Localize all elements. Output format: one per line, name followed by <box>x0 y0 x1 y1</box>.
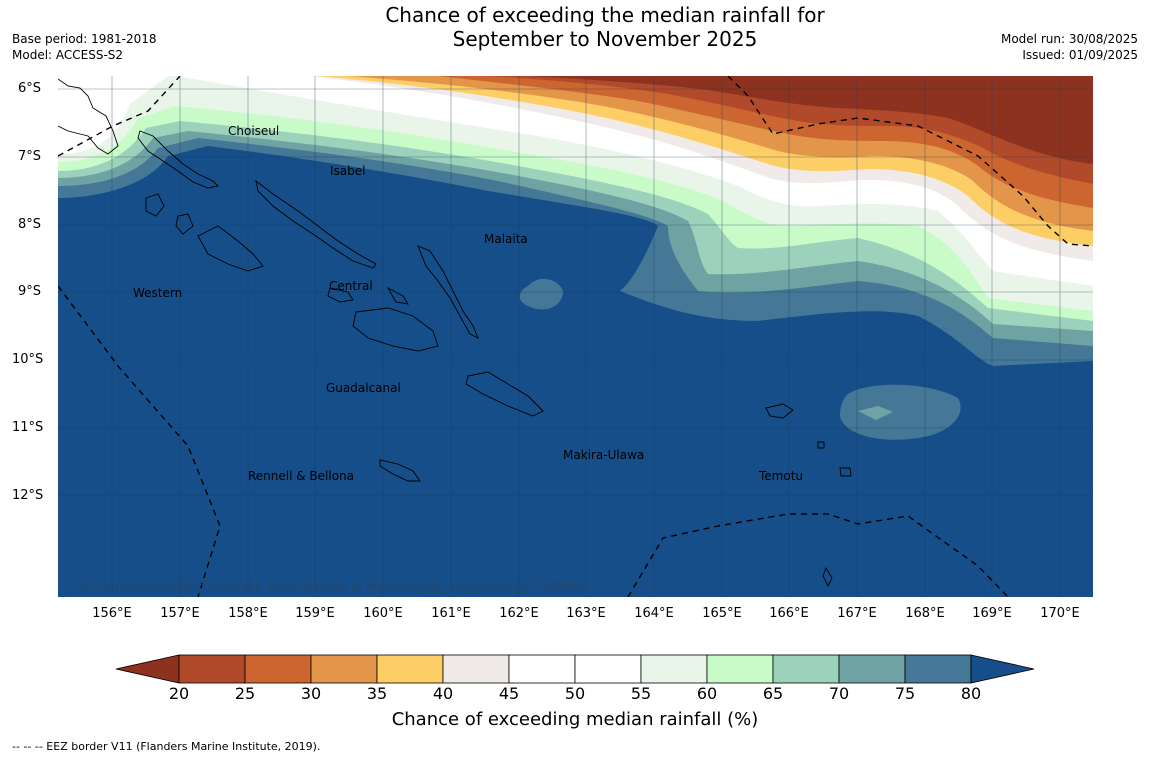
colorbar-swatch <box>442 654 510 684</box>
lon-label: 156°E <box>92 606 132 621</box>
colorbar-tick-label: 45 <box>498 684 520 703</box>
lat-label: 8°S <box>18 217 42 232</box>
map-panel: © Commonwealth of Australia 2025, Bureau… <box>58 76 1093 597</box>
colorbar-tick-label: 70 <box>828 684 850 703</box>
colorbar-tick-label: 25 <box>234 684 256 703</box>
patch-75-80-west <box>519 278 563 310</box>
lon-label: 163°E <box>566 606 606 621</box>
islands <box>58 78 852 588</box>
region-label-choiseul: Choiseul <box>228 124 280 138</box>
lon-label: 169°E <box>972 606 1012 621</box>
colorbar <box>115 654 1035 684</box>
lat-label: 7°S <box>18 149 42 164</box>
colorbar-extend-low <box>115 654 180 684</box>
map-title: Chance of exceeding the median rainfall … <box>340 3 870 51</box>
lat-label: 9°S <box>18 284 42 299</box>
lon-label: 158°E <box>228 606 268 621</box>
lon-label: 165°E <box>702 606 742 621</box>
colorbar-swatch <box>904 654 972 684</box>
colorbar-label: Chance of exceeding median rainfall (%) <box>391 709 759 730</box>
colorbar-tick-label: 60 <box>696 684 718 703</box>
region-label-isabel: Isabel <box>330 164 366 178</box>
colorbar-tick-label: 65 <box>762 684 784 703</box>
lon-label: 170°E <box>1040 606 1080 621</box>
colorbar-tick-label: 80 <box>960 684 982 703</box>
region-label-makira-ulawa: Makira-Ulawa <box>563 448 645 462</box>
colorbar-swatch <box>508 654 576 684</box>
lon-label: 167°E <box>837 606 877 621</box>
colorbar-extend-high <box>970 654 1035 684</box>
colorbar-tick-label: 20 <box>168 684 190 703</box>
lat-label: 10°S <box>12 352 44 367</box>
colorbar-tick-label: 35 <box>366 684 388 703</box>
colorbar-tick-label: 30 <box>300 684 322 703</box>
colorbar-swatch <box>244 654 312 684</box>
colorbar-swatch <box>838 654 906 684</box>
lon-label: 168°E <box>905 606 945 621</box>
colorbar-swatch <box>178 654 246 684</box>
colorbar-swatch <box>772 654 840 684</box>
lon-label: 160°E <box>363 606 403 621</box>
lon-label: 161°E <box>431 606 471 621</box>
colorbar-swatch <box>574 654 642 684</box>
colorbar-tick-label: 40 <box>432 684 454 703</box>
region-label-rennell-bellona: Rennell & Bellona <box>248 469 355 483</box>
lon-label: 159°E <box>295 606 335 621</box>
colorbar-swatch <box>706 654 774 684</box>
region-label-western: Western <box>133 286 183 300</box>
title-line-1: Chance of exceeding the median rainfall … <box>385 3 825 27</box>
eez-border <box>58 76 1093 597</box>
region-label-central: Central <box>329 279 373 293</box>
colorbar-swatch <box>376 654 444 684</box>
lon-label: 166°E <box>769 606 809 621</box>
colorbar-tick-label: 50 <box>564 684 586 703</box>
model-run: Model run: 30/08/2025 <box>1000 32 1138 46</box>
graticule <box>58 76 1093 597</box>
eez-footnote: -- -- -- EEZ border V11 (Flanders Marine… <box>12 740 321 753</box>
colorbar-tick-label: 55 <box>630 684 652 703</box>
region-label-malaita: Malaita <box>484 232 528 246</box>
colorbar-swatch <box>640 654 708 684</box>
region-label-temotu: Temotu <box>759 469 804 483</box>
colorbar-tick-label: 75 <box>894 684 916 703</box>
lat-label: 11°S <box>12 420 44 435</box>
region-label-guadalcanal: Guadalcanal <box>326 381 401 395</box>
patch-75-80-east <box>840 384 961 440</box>
metadata-right: Model run: 30/08/2025 Issued: 01/09/2025 <box>1001 31 1138 63</box>
lon-label: 157°E <box>160 606 200 621</box>
band-below-20 <box>528 76 1093 164</box>
metadata-left: Base period: 1981-2018 Model: ACCESS-S2 <box>12 31 157 63</box>
title-line-2: September to November 2025 <box>452 27 758 51</box>
lat-label: 6°S <box>18 81 42 96</box>
lon-label: 164°E <box>634 606 674 621</box>
lon-label: 162°E <box>499 606 539 621</box>
base-period: Base period: 1981-2018 <box>12 32 157 46</box>
copyright-text: © Commonwealth of Australia 2025, Bureau… <box>80 580 586 594</box>
patch-70-75-east <box>858 406 893 420</box>
issued-date: Issued: 01/09/2025 <box>1022 48 1138 62</box>
model-name: Model: ACCESS-S2 <box>12 48 124 62</box>
lat-label: 12°S <box>12 488 44 503</box>
rainfall-map <box>58 76 1093 597</box>
colorbar-swatch <box>310 654 378 684</box>
